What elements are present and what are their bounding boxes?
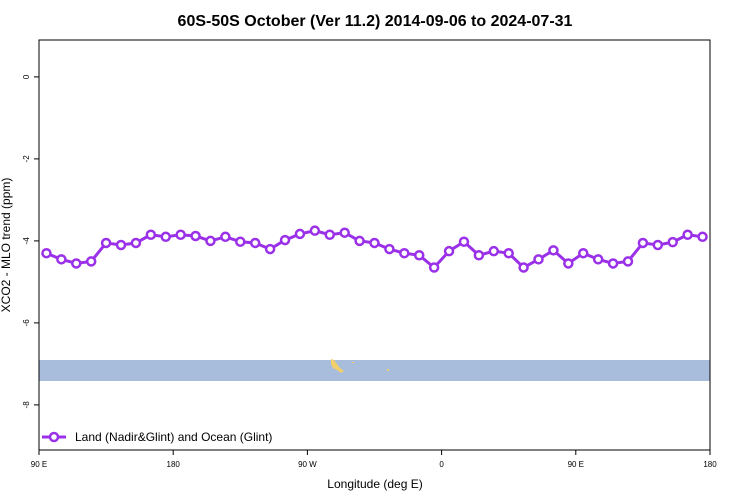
- y-tick-label: 0: [22, 74, 31, 79]
- plot-frame: [38, 39, 711, 451]
- data-point: [518, 262, 529, 273]
- data-point: [384, 243, 395, 255]
- data-point: [443, 245, 455, 257]
- data-point: [682, 229, 693, 240]
- data-point: [399, 247, 410, 259]
- data-point: [190, 230, 201, 242]
- data-point: [637, 237, 649, 249]
- x-axis: 90 E 180 90 W 0 90 E 180: [31, 450, 717, 469]
- y-tick-label: -6: [22, 319, 31, 327]
- data-point: [592, 254, 604, 265]
- legend-marker: [48, 431, 60, 443]
- data-point: [324, 229, 336, 240]
- data-point: [41, 247, 52, 259]
- data-point: [697, 231, 708, 243]
- x-tick-label: 90 E: [31, 460, 47, 469]
- map-land-islet: [352, 362, 354, 363]
- x-tick-label: 180: [703, 460, 717, 469]
- data-point: [56, 254, 67, 265]
- data-point: [220, 231, 231, 243]
- data-point: [488, 245, 500, 257]
- map-land-south-america: [331, 359, 344, 373]
- data-point: [652, 239, 664, 251]
- y-axis: 0 -2 -4 -6 -8: [22, 74, 39, 408]
- data-point: [339, 227, 350, 238]
- data-point: [175, 229, 186, 240]
- data-point: [160, 231, 171, 243]
- data-point: [667, 236, 678, 248]
- data-point: [413, 250, 425, 261]
- legend: Land (Nadir&Glint) and Ocean (Glint): [42, 430, 272, 444]
- data-point: [264, 243, 276, 255]
- data-point: [578, 247, 589, 259]
- data-point: [205, 235, 216, 247]
- data-point: [279, 234, 291, 246]
- series-line: [45, 229, 703, 270]
- data-point: [533, 254, 544, 265]
- data-point: [428, 262, 440, 273]
- data-point: [309, 225, 321, 236]
- x-tick-label: 90 E: [568, 460, 584, 469]
- x-axis-label: Longitude (deg E): [327, 477, 422, 491]
- y-tick-label: -4: [22, 237, 31, 245]
- data-point: [354, 235, 365, 247]
- data-point: [249, 237, 261, 249]
- map-strip: [39, 359, 710, 381]
- data-point: [115, 239, 127, 251]
- data-point: [85, 256, 97, 267]
- x-tick-label: 0: [439, 460, 444, 469]
- map-ocean: [39, 360, 710, 381]
- map-land-islet: [387, 369, 389, 371]
- data-point: [503, 247, 514, 259]
- data-point: [294, 228, 306, 240]
- data-point: [563, 258, 574, 269]
- data-point: [71, 258, 82, 269]
- data-point: [130, 237, 142, 249]
- x-tick-label: 180: [167, 460, 181, 469]
- data-point: [548, 245, 559, 256]
- y-tick-label: -2: [22, 155, 31, 163]
- y-tick-label: -8: [22, 401, 31, 409]
- data-point: [235, 236, 246, 247]
- series-layer: [41, 225, 708, 273]
- data-point: [622, 256, 634, 267]
- data-point: [607, 258, 619, 269]
- data-point: [369, 237, 380, 249]
- chart-title: 60S-50S October (Ver 11.2) 2014-09-06 to…: [178, 13, 573, 30]
- data-point: [458, 236, 470, 247]
- data-point: [100, 237, 112, 249]
- x-tick-label: 90 W: [298, 460, 317, 469]
- y-axis-label: XCO2 - MLO trend (ppm): [0, 178, 13, 313]
- data-point: [473, 250, 485, 261]
- data-point: [145, 229, 157, 240]
- legend-label: Land (Nadir&Glint) and Ocean (Glint): [75, 430, 272, 444]
